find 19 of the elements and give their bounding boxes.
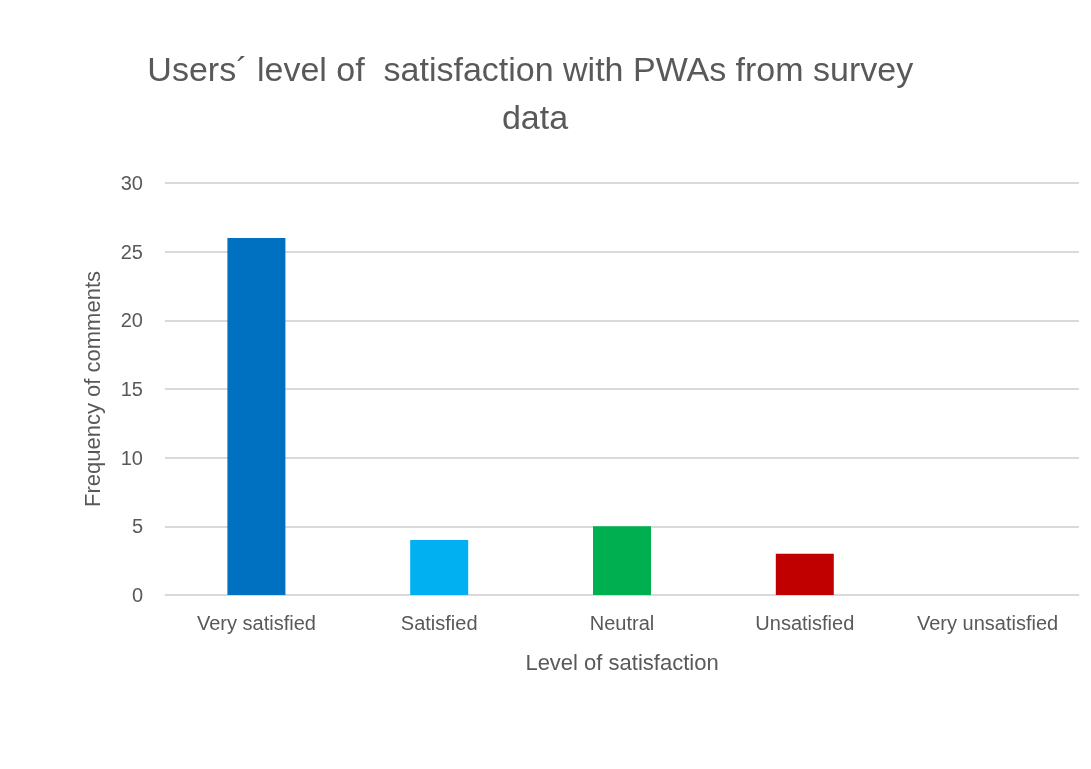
x-tick-label: Very unsatisfied <box>917 612 1059 634</box>
y-tick-label: 25 <box>120 240 143 263</box>
y-tick-label: 5 <box>131 515 143 538</box>
bar <box>593 526 651 595</box>
x-tick-label: Satisfied <box>400 612 478 634</box>
y-tick-label: 15 <box>120 378 143 400</box>
y-axis-title: Frequency of comments <box>79 271 105 507</box>
y-tick-label: 20 <box>120 309 143 332</box>
y-tick-label: 30 <box>120 172 143 194</box>
x-tick-label: Neutral <box>589 612 655 634</box>
bar <box>775 553 834 595</box>
y-tick-label: 10 <box>120 446 143 469</box>
x-tick-label: Unsatisfied <box>755 612 855 634</box>
chart-title: Users´ level of satisfaction with PWAs from survey data <box>147 50 923 136</box>
x-tick-label: Very satisfied <box>196 612 316 634</box>
bar <box>227 237 286 595</box>
y-tick-label: 0 <box>131 584 143 606</box>
bar <box>410 540 469 595</box>
x-axis-title: Level of satisfaction <box>525 649 719 675</box>
